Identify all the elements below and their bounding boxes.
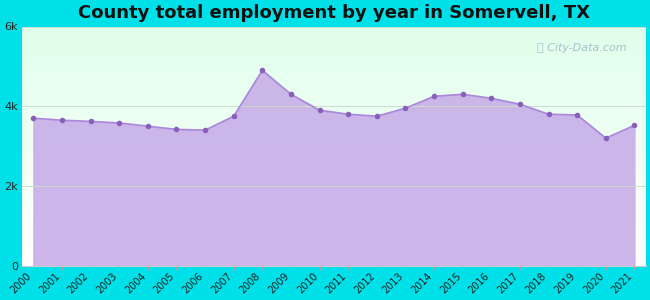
Point: [257, 68, 268, 73]
Point: [601, 136, 611, 140]
Point: [343, 112, 354, 117]
Title: County total employment by year in Somervell, TX: County total employment by year in Somer…: [78, 4, 590, 22]
Point: [286, 92, 296, 97]
Point: [629, 123, 640, 128]
Point: [28, 116, 38, 121]
Point: [400, 106, 411, 111]
Point: [486, 96, 497, 101]
Point: [429, 94, 439, 99]
Point: [315, 108, 325, 112]
Point: [515, 102, 525, 106]
Point: [200, 128, 211, 133]
Point: [114, 121, 124, 125]
Point: [57, 118, 67, 123]
Point: [572, 112, 582, 117]
Point: [458, 92, 468, 97]
Text: ⓘ City-Data.com: ⓘ City-Data.com: [538, 43, 627, 53]
Point: [543, 112, 554, 117]
Point: [85, 119, 96, 124]
Point: [229, 114, 239, 118]
Point: [143, 124, 153, 129]
Point: [172, 127, 182, 132]
Point: [372, 114, 382, 118]
